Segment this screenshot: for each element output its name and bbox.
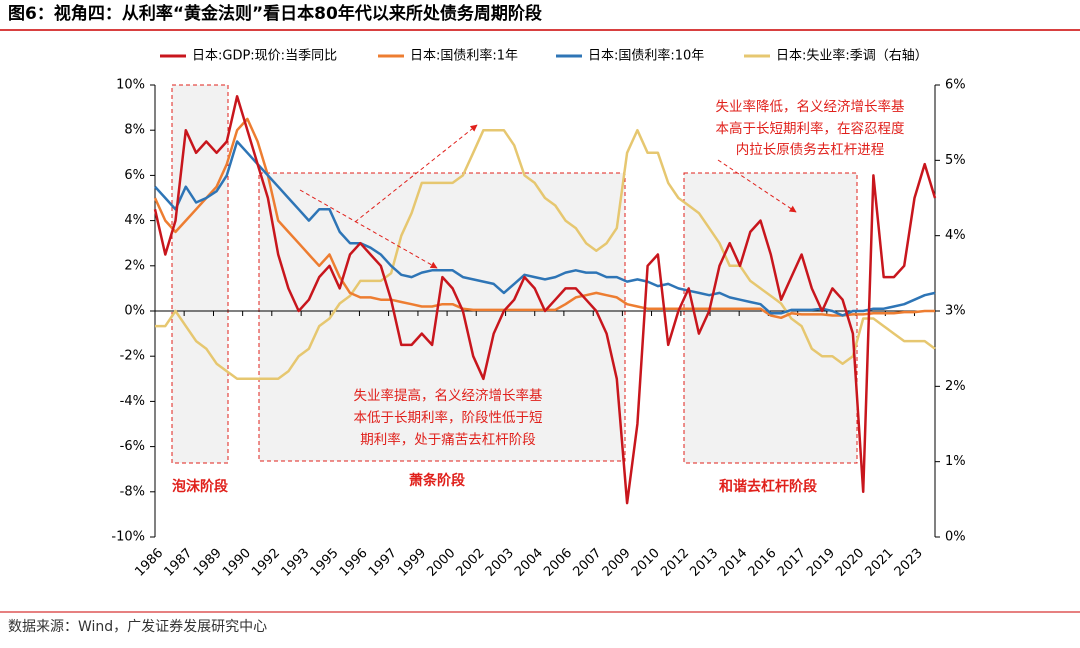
x-tick-label: 2020 [833, 546, 867, 580]
x-tick-label: 2003 [483, 546, 517, 580]
x-tick-label: 2019 [804, 546, 838, 580]
stage-box [171, 84, 229, 464]
stage-boxes [171, 84, 858, 464]
x-tick-label: 1987 [161, 546, 195, 580]
legend: 日本:GDP:现价:当季同比 日本:国债利率:1年 日本:国债利率:10年 日本:失业… [160, 48, 928, 64]
stage-box [258, 172, 626, 462]
x-tick-label: 2006 [541, 546, 575, 580]
annotation: 本高于长短期利率，在容忍程度 [716, 120, 905, 137]
y2-tick-label: 3% [945, 304, 966, 319]
x-tick-label: 2013 [687, 546, 721, 580]
x-tick-label: 2016 [746, 546, 780, 580]
annotation: 内拉长原债务去杠杆进程 [736, 142, 885, 158]
x-tick-label: 1990 [220, 546, 254, 580]
y-tick-label: 0% [124, 304, 145, 319]
y2-tick-label: 6% [945, 78, 966, 93]
y2-tick-label: 0% [945, 530, 966, 545]
series-line [154, 140, 936, 317]
y-tick-label: 2% [124, 258, 145, 273]
legend-label: 日本:失业率:季调（右轴） [776, 48, 928, 64]
source: 数据来源：Wind，广发证券发展研究中心 [8, 619, 267, 635]
annotation: 失业率提高，名义经济增长率基 [354, 387, 543, 404]
x-tick-label: 1992 [249, 546, 283, 580]
x-tick-label: 1989 [191, 546, 225, 580]
arrow [717, 159, 797, 213]
y-tick-label: 4% [124, 213, 145, 228]
y2-tick-label: 1% [945, 454, 966, 469]
y2-tick-label: 5% [945, 153, 966, 168]
stage-box [683, 172, 858, 464]
x-tick-label: 2002 [454, 546, 488, 580]
x-tick-label: 2007 [571, 546, 605, 580]
x-tick-label: 1986 [132, 546, 166, 580]
x-tick-label: 1996 [337, 546, 371, 580]
annotation: 本低于长期利率，阶段性低于短 [354, 409, 543, 426]
y-tick-label: -10% [111, 530, 145, 545]
x-tick-label: 2010 [629, 546, 663, 580]
y-tick-label: 10% [116, 78, 145, 93]
y-tick-label: 6% [124, 168, 145, 183]
stage-label: 泡沫阶段 [172, 478, 228, 495]
series-line [153, 95, 937, 505]
x-tick-label: 2021 [863, 546, 897, 580]
arrows [299, 124, 797, 269]
y2-tick-label: 2% [945, 379, 966, 394]
y-tick-label: -6% [120, 439, 145, 454]
x-tick-label: 1993 [278, 546, 312, 580]
legend-label: 日本:国债利率:10年 [588, 48, 704, 64]
annotation: 期利率，处于痛苦去杠杆阶段 [360, 431, 536, 448]
annotation: 失业率降低，名义经济增长率基 [716, 98, 905, 115]
x-tick-label: 2014 [716, 546, 750, 580]
series-line [155, 128, 936, 381]
y-tick-label: -2% [120, 349, 145, 364]
y-tick-label: -4% [120, 394, 145, 409]
y-tick-label: 8% [124, 123, 145, 138]
x-tick-label: 1997 [366, 546, 400, 580]
x-tick-label: 2023 [892, 546, 926, 580]
x-tick-label: 1995 [308, 546, 342, 580]
x-tick-label: 2017 [775, 546, 809, 580]
x-tick-label: 2012 [658, 546, 692, 580]
arrow [354, 124, 478, 223]
y2-tick-label: 4% [945, 228, 966, 243]
x-tick-label: 1999 [395, 546, 429, 580]
stage-label: 萧条阶段 [409, 472, 465, 489]
legend-label: 日本:GDP:现价:当季同比 [192, 49, 337, 64]
x-tick-label: 2004 [512, 546, 546, 580]
x-tick-label: 2009 [600, 546, 634, 580]
stage-label: 和谐去杠杆阶段 [719, 478, 817, 495]
arrow [299, 189, 438, 269]
legend-label: 日本:国债利率:1年 [410, 48, 518, 64]
chart-title: 图6：视角四：从利率“黄金法则”看日本80年代以来所处债务周期阶段 [8, 3, 542, 24]
y-tick-label: -8% [120, 484, 145, 499]
x-tick-label: 2000 [424, 546, 458, 580]
